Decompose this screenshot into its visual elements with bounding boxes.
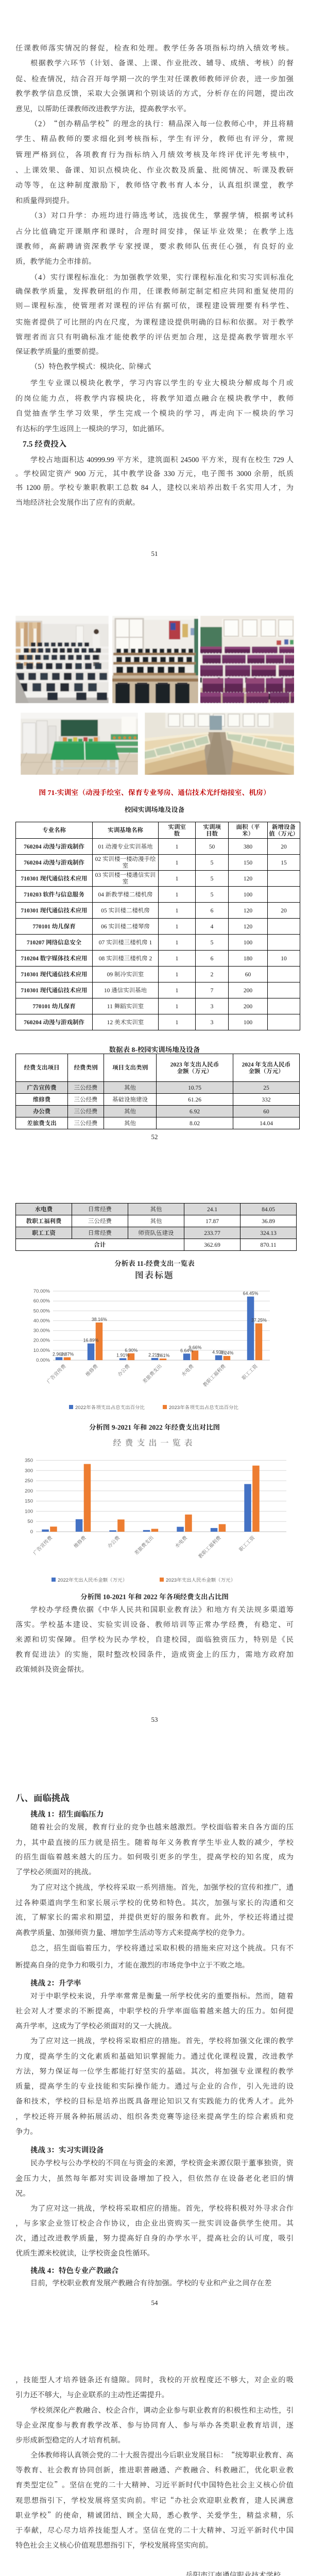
svg-text:6.64%: 6.64%	[180, 1348, 193, 1353]
svg-text:37.25%: 37.25%	[251, 1318, 267, 1323]
svg-text:1.61%: 1.61%	[157, 1353, 169, 1358]
svg-text:办公费: 办公费	[106, 1534, 121, 1549]
svg-text:150: 150	[25, 1497, 33, 1504]
svg-text:2023年支出人民币金额（万元）: 2023年支出人民币金额（万元）	[166, 1576, 235, 1583]
svg-text:70.00%: 70.00%	[33, 1287, 50, 1294]
svg-text:9.66%: 9.66%	[188, 1345, 201, 1350]
svg-text:广告宣传费: 广告宣传费	[31, 1534, 54, 1556]
svg-text:4.24%: 4.24%	[220, 1350, 233, 1355]
svg-text:4.93%: 4.93%	[212, 1350, 225, 1355]
svg-text:350: 350	[25, 1456, 33, 1464]
svg-text:教职工福利费: 教职工福利费	[201, 1362, 227, 1388]
svg-text:1.91%: 1.91%	[116, 1352, 129, 1358]
svg-text:2.96%: 2.96%	[53, 1351, 65, 1357]
svg-text:维修费: 维修费	[72, 1534, 88, 1549]
svg-text:水电费: 水电费	[180, 1362, 195, 1378]
svg-text:16.89%: 16.89%	[83, 1338, 99, 1343]
svg-text:64.45%: 64.45%	[243, 1291, 259, 1296]
svg-text:100: 100	[25, 1507, 33, 1514]
svg-text:50: 50	[27, 1517, 33, 1524]
svg-text:广告宣传费: 广告宣传费	[45, 1362, 67, 1384]
svg-text:20.00%: 20.00%	[33, 1336, 50, 1344]
svg-text:40.00%: 40.00%	[33, 1316, 50, 1324]
svg-text:办公费: 办公费	[116, 1362, 131, 1378]
svg-text:水电费: 水电费	[173, 1534, 188, 1549]
svg-text:10.00%: 10.00%	[33, 1346, 50, 1353]
svg-text:6.90%: 6.90%	[125, 1348, 138, 1353]
svg-text:2.21%: 2.21%	[148, 1352, 161, 1358]
svg-text:200: 200	[25, 1487, 33, 1494]
svg-text:2022年各项支出占总支出百分比: 2022年各项支出占总支出百分比	[75, 1403, 145, 1411]
svg-text:50.00%: 50.00%	[33, 1307, 50, 1314]
svg-text:0: 0	[30, 1528, 33, 1535]
svg-text:60.00%: 60.00%	[33, 1297, 50, 1304]
svg-text:维修费: 维修费	[84, 1362, 99, 1378]
svg-text:0.00%: 0.00%	[36, 1356, 50, 1363]
svg-text:30.00%: 30.00%	[33, 1327, 50, 1334]
svg-text:300: 300	[25, 1466, 33, 1473]
svg-text:职工工资: 职工工资	[240, 1362, 259, 1381]
svg-text:职工工资: 职工工资	[237, 1534, 256, 1553]
svg-text:差旅费支出: 差旅费支出	[141, 1362, 163, 1384]
svg-text:38.16%: 38.16%	[92, 1317, 107, 1322]
svg-text:教职工福利费: 教职工福利费	[196, 1534, 222, 1560]
svg-text:差旅费支出: 差旅费支出	[132, 1534, 154, 1556]
svg-text:2022年支出人民币金额（万元）: 2022年支出人民币金额（万元）	[58, 1576, 127, 1583]
svg-text:2023年各项支出占总支出百分比: 2023年各项支出占总支出百分比	[169, 1403, 239, 1411]
svg-text:2.87%: 2.87%	[61, 1352, 74, 1357]
svg-text:250: 250	[25, 1477, 33, 1484]
